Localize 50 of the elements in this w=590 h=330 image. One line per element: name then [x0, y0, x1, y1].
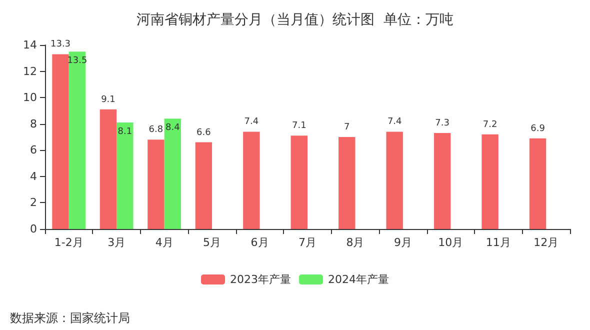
chart-title: 河南省铜材产量分月（当月值）统计图 单位：万吨 [136, 12, 454, 28]
data-label: 8.1 [118, 127, 132, 138]
y-tick-label: 8 [30, 117, 37, 130]
bar [243, 132, 260, 229]
data-label: 7.4 [244, 117, 259, 128]
x-tick-label: 1-2月 [54, 236, 84, 249]
x-tick-label: 7月 [298, 236, 316, 249]
y-tick-label: 0 [30, 222, 37, 236]
y-tick-label: 12 [23, 64, 37, 78]
data-label: 7 [344, 122, 350, 132]
y-tick-label: 4 [30, 170, 37, 183]
x-tick-label: 4月 [155, 236, 174, 249]
bar [52, 54, 69, 229]
y-tick-label: 14 [23, 38, 37, 52]
legend-label: 2023年产量 [230, 273, 292, 286]
bar [290, 136, 308, 229]
data-label: 7.1 [292, 121, 306, 132]
bar [482, 134, 498, 229]
bar [338, 137, 356, 229]
y-tick-label: 6 [30, 144, 37, 157]
source-note: 数据来源：国家统计局 [10, 311, 130, 325]
legend-label: 2024年产量 [328, 273, 389, 286]
data-label: 8.4 [166, 123, 180, 134]
x-tick-label: 6月 [250, 236, 269, 249]
x-tick-label: 10月 [438, 236, 464, 249]
bar [68, 52, 86, 229]
x-tick-label: 5月 [203, 236, 222, 249]
data-label: 6.9 [530, 124, 546, 134]
data-label: 6.8 [148, 125, 164, 136]
bar [434, 133, 451, 229]
y-tick-label: 10 [23, 91, 37, 104]
data-label: 6.6 [196, 128, 212, 138]
data-label: 7.2 [482, 120, 498, 130]
bar [148, 140, 164, 229]
data-label: 9.1 [101, 94, 116, 105]
x-tick-label: 11月 [486, 236, 511, 249]
bar [116, 122, 134, 229]
data-label: 13.3 [50, 40, 71, 50]
bar [164, 118, 182, 229]
bar [386, 132, 403, 229]
y-tick-label: 2 [30, 196, 37, 210]
data-label: 7.3 [435, 118, 450, 129]
x-tick-label: 8月 [346, 236, 364, 249]
x-tick-label: 3月 [108, 236, 126, 249]
x-tick-label: 12月 [534, 236, 559, 249]
x-tick-label: 9月 [394, 236, 412, 249]
bar [529, 138, 546, 229]
bar [100, 109, 117, 229]
data-label: 7.4 [387, 117, 402, 128]
bar [195, 142, 212, 229]
